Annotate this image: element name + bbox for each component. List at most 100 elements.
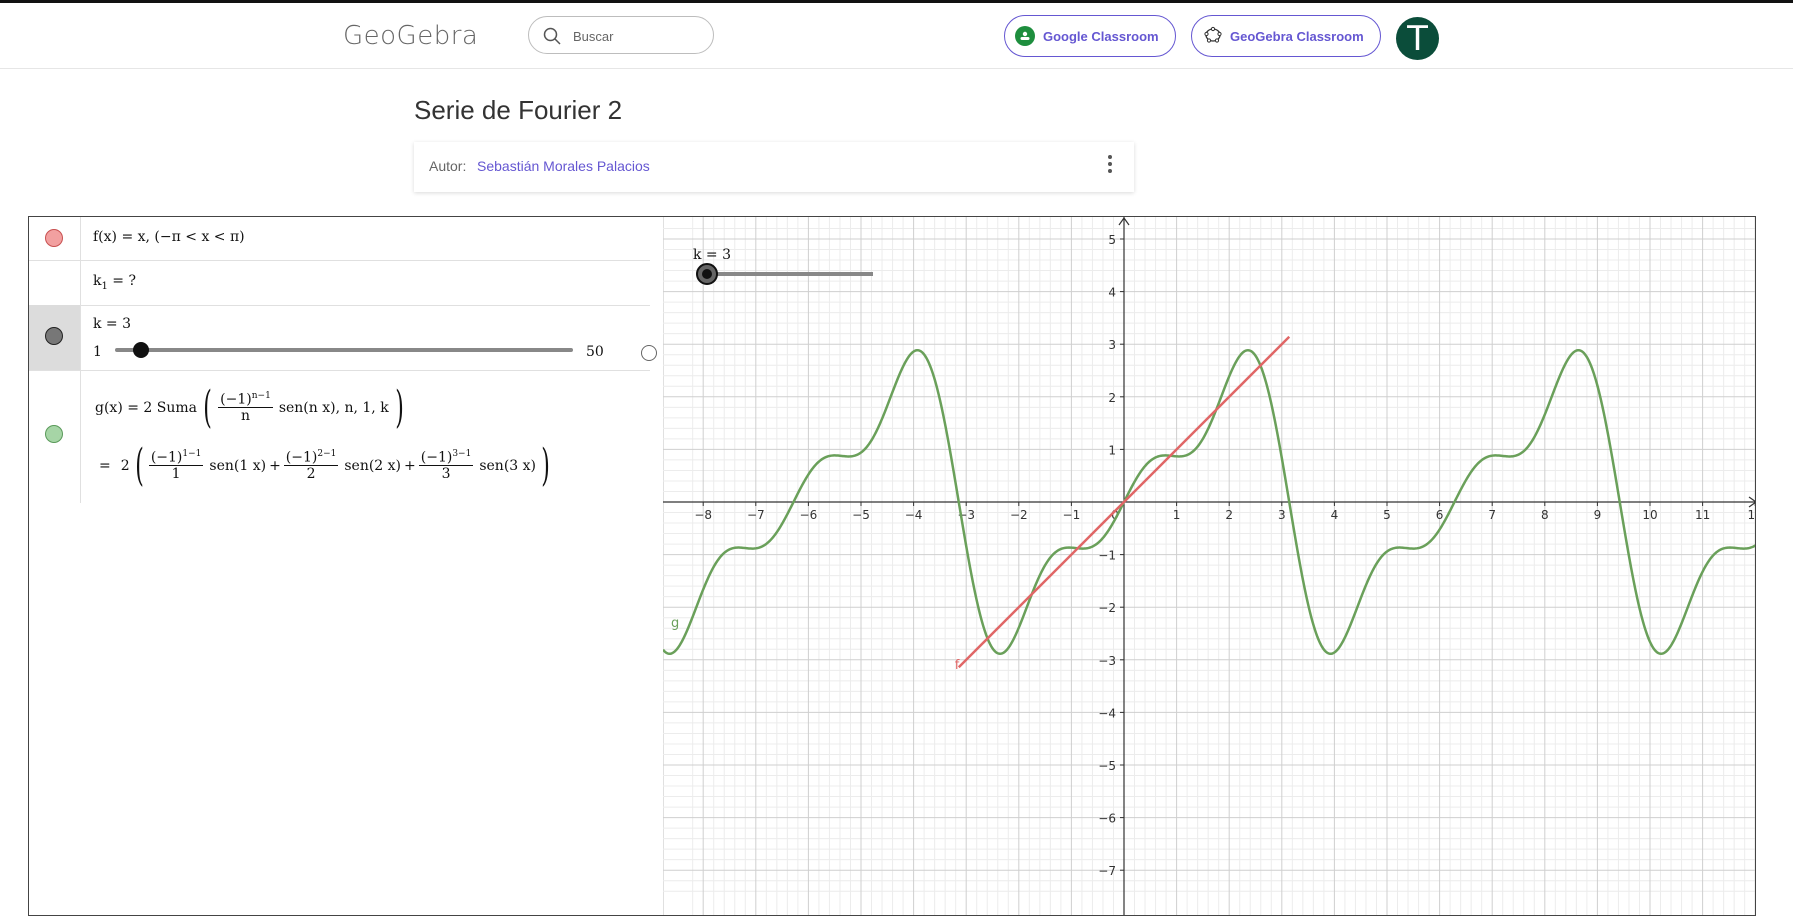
y-tick-label: −5 — [1098, 759, 1116, 773]
tick-labels: −8−7−6−5−4−3−2−112345678910111254321−1−2… — [694, 233, 1756, 878]
y-tick-label: −7 — [1098, 864, 1116, 878]
term-1-fraction: (−1)1−1 1 — [148, 448, 204, 483]
geogebra-applet[interactable]: f(x) = x, (−π < x < π) k1 = ? k = 3 1 50 — [28, 216, 1756, 916]
algebra-view: f(x) = x, (−π < x < π) k1 = ? k = 3 1 50 — [29, 217, 663, 915]
k-slider-knob[interactable] — [133, 342, 149, 358]
y-tick-label: 4 — [1108, 286, 1116, 300]
term-2-fn: sen(2 x) — [344, 457, 402, 474]
origin-label: 0 — [1111, 508, 1119, 522]
site-header: GeoGebra Google Classroom GeoGebra Class… — [0, 3, 1793, 69]
y-tick-label: 3 — [1108, 338, 1116, 352]
curve-g[interactable] — [663, 348, 1756, 656]
graph-canvas[interactable]: −8−7−6−5−4−3−2−112345678910111254321−1−2… — [663, 217, 1756, 916]
geogebra-classroom-button[interactable]: GeoGebra Classroom — [1191, 15, 1381, 57]
x-tick-label: 6 — [1436, 508, 1444, 522]
k1-subscript: 1 — [101, 280, 108, 292]
x-tick-label: 5 — [1383, 508, 1391, 522]
curve-f[interactable] — [957, 335, 1291, 669]
g-general-fraction: (−1)n−1 n — [218, 390, 273, 425]
x-axis-arrow — [1748, 496, 1755, 508]
y-tick-label: −3 — [1098, 654, 1116, 668]
k-label: k = 3 — [93, 316, 132, 332]
x-tick-label: 12 — [1748, 508, 1756, 522]
google-classroom-icon — [1015, 26, 1035, 46]
search-box[interactable] — [528, 16, 714, 54]
geogebra-classroom-label: GeoGebra Classroom — [1230, 28, 1364, 44]
k-slider-min: 1 — [93, 344, 102, 360]
term-2-fraction: (−1)2−1 2 — [283, 449, 339, 482]
visibility-toggle-g[interactable] — [45, 425, 63, 443]
paren-close: ) — [541, 440, 550, 491]
algebra-row-g[interactable]: g(x) = 2 Suma ( (−1)n−1 n sen(n x), n, 1… — [29, 370, 650, 503]
f-definition: f(x) = x, (−π < x < π) — [93, 229, 245, 245]
k1-definition: k1 = ? — [93, 273, 136, 292]
visibility-marker — [29, 217, 81, 260]
term-3-fn: sen(3 x) — [479, 457, 536, 474]
label-g: g — [671, 616, 679, 631]
search-input[interactable] — [571, 25, 705, 47]
x-tick-label: −8 — [694, 508, 712, 522]
graph-slider-track[interactable] — [707, 272, 873, 276]
graphics-view[interactable]: −8−7−6−5−4−3−2−112345678910111254321−1−2… — [663, 217, 1756, 916]
label-f: f — [955, 658, 960, 673]
x-tick-label: −4 — [905, 508, 923, 522]
algebra-row-f[interactable]: f(x) = x, (−π < x < π) — [29, 217, 650, 261]
y-tick-label: 1 — [1108, 443, 1116, 457]
visibility-marker — [29, 370, 81, 503]
term-2-num: (−1) — [285, 449, 318, 466]
x-tick-label: 7 — [1488, 508, 1496, 522]
browser-top-edge — [0, 0, 1793, 3]
author-label: Autor: — [429, 158, 467, 174]
view-divider[interactable] — [663, 217, 670, 915]
term-3-num: (−1) — [420, 449, 453, 466]
author-link[interactable]: Sebastián Morales Palacios — [477, 158, 650, 174]
x-tick-label: 2 — [1225, 508, 1233, 522]
g-expand-eq: = — [99, 457, 111, 474]
term-1-fn: sen(1 x) — [209, 457, 267, 474]
x-tick-label: −7 — [747, 508, 765, 522]
paren-open: ( — [134, 440, 144, 491]
g-general-num: (−1) — [220, 391, 252, 408]
y-tick-label: 2 — [1108, 391, 1116, 405]
visibility-marker — [29, 260, 81, 305]
y-tick-label: −2 — [1098, 601, 1116, 615]
y-axis-arrow — [1118, 217, 1130, 226]
k1-label: k — [93, 273, 102, 289]
term-1-den: 1 — [171, 466, 181, 483]
term-3-den: 3 — [441, 466, 451, 483]
visibility-toggle-f[interactable] — [45, 229, 63, 247]
graph-slider-label: k = 3 — [693, 247, 732, 263]
visibility-toggle-k[interactable] — [45, 327, 63, 345]
y-tick-label: −1 — [1098, 549, 1116, 563]
user-avatar[interactable]: T — [1396, 17, 1439, 60]
algebra-row-k-slider[interactable]: k = 3 1 50 — [29, 305, 657, 371]
algebra-row-k1[interactable]: k1 = ? — [29, 260, 650, 306]
x-tick-label: −1 — [1063, 508, 1081, 522]
x-tick-label: 1 — [1173, 508, 1181, 522]
geogebra-logo[interactable]: GeoGebra — [343, 21, 479, 51]
play-icon[interactable] — [641, 345, 657, 361]
g-def-args: sen(n x), n, 1, k — [278, 399, 389, 416]
k-slider-track[interactable] — [115, 348, 573, 352]
g-general-exp: n−1 — [251, 390, 271, 401]
g-general-den: n — [240, 408, 250, 425]
google-classroom-label: Google Classroom — [1043, 28, 1159, 44]
search-icon — [543, 27, 561, 45]
google-classroom-button[interactable]: Google Classroom — [1004, 15, 1176, 57]
term-3-fraction: (−1)3−1 3 — [418, 449, 474, 483]
y-tick-label: −4 — [1098, 706, 1116, 720]
g-expansion: = 2 ( (−1)1−1 1 sen(1 x) + (−1)2−1 2 sen… — [95, 440, 554, 491]
author-bar: Autor: Sebastián Morales Palacios — [414, 142, 1134, 192]
axes — [663, 217, 1755, 915]
x-tick-label: −6 — [800, 508, 818, 522]
x-tick-label: −2 — [1010, 508, 1028, 522]
graph-slider-knob[interactable] — [696, 263, 718, 285]
grid-major — [663, 217, 1755, 915]
term-1-exp: 1−1 — [182, 448, 202, 459]
plus-sign: + — [269, 457, 281, 474]
more-options-icon[interactable] — [1108, 155, 1112, 176]
x-tick-label: 10 — [1642, 508, 1657, 522]
paren-close: ) — [394, 382, 404, 433]
x-tick-label: 9 — [1594, 508, 1602, 522]
page-title: Serie de Fourier 2 — [414, 95, 623, 125]
